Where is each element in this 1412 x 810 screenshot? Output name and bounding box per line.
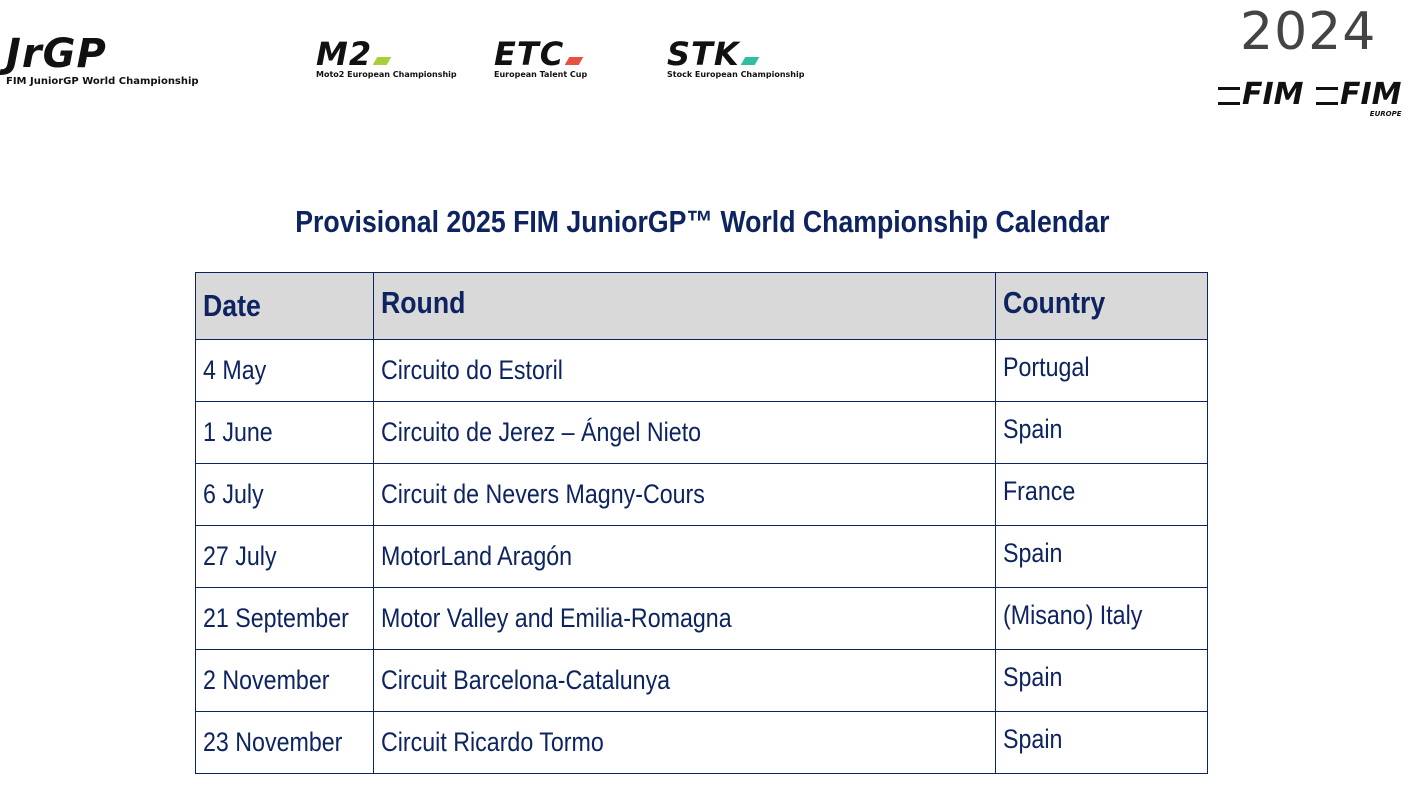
table-row: 1 June Circuito de Jerez – Ángel Nieto Spa… [195,401,1209,464]
cell-round: Circuito de Jerez – Ángel Nieto [372,401,996,464]
fim-wing-icon [1218,86,1240,105]
fim-europe-logo: FIM EUROPE [1316,80,1402,118]
date-value: 21 September [203,603,349,633]
stk-accent-slash [740,57,759,65]
round-value: Motor Valley and Emilia-Romagna [380,603,732,633]
country-value: Portugal [1002,352,1090,382]
table-row: 2 November Circuit Barcelona-Catalunya Spa… [195,649,1209,712]
fim-europe-subtitle: EUROPE [1369,110,1402,118]
country-value: (Misano) Italy [1002,600,1142,630]
round-value: MotorLand Aragón [380,541,572,571]
table-header-row: Date Round Country [195,272,1209,340]
fim-logo: FIM [1218,80,1304,110]
cell-round: Circuit de Nevers Magny-Cours [372,463,996,526]
cell-country: Spain [994,649,1209,712]
cell-country: Spain [994,711,1209,774]
stk-logo: STK Stock European Championship [667,38,804,79]
round-value: Circuit de Nevers Magny-Cours [380,479,705,509]
cell-country: Spain [994,401,1209,464]
jrgp-logo-mark: JrGP [6,31,107,77]
stk-logo-subtitle: Stock European Championship [667,70,805,79]
jrgp-logo: JrGP FIM JuniorGP World Championship [6,34,199,87]
stk-logo-text: STK [667,35,740,73]
m2-accent-slash [372,57,392,65]
round-value: Circuito de Jerez – Ángel Nieto [380,417,701,447]
cell-round: MotorLand Aragón [372,525,996,588]
etc-logo-mark: ETC [494,38,587,70]
header-date: Date [195,272,374,340]
m2-logo: M2 Moto2 European Championship [316,38,457,79]
cell-date: 1 June [195,401,374,464]
cell-date: 23 November [195,711,374,774]
date-value: 27 July [203,541,277,571]
country-value: Spain [1002,724,1063,754]
table-row: 21 September Motor Valley and Emilia-Roma… [195,587,1209,650]
cell-date: 27 July [195,525,374,588]
round-value: Circuito do Estoril [380,355,563,385]
table-row: 6 July Circuit de Nevers Magny-Cours Franc… [195,463,1209,526]
header-country: Country [994,272,1209,340]
cell-date: 4 May [195,339,374,402]
cell-country: France [994,463,1209,526]
date-value: 23 November [203,727,343,757]
cell-date: 6 July [195,463,374,526]
m2-logo-text: M2 [316,35,373,73]
etc-logo-text: ETC [494,35,565,73]
date-value: 2 November [203,665,330,695]
country-value: France [1002,476,1075,506]
calendar-table: Date Round Country 4 May Circuito do Esto… [195,272,1209,774]
cell-country: Portugal [994,339,1209,402]
fim-logo-text: FIM [1242,77,1304,112]
date-value: 6 July [203,479,264,509]
round-value: Circuit Ricardo Tormo [380,727,604,757]
cell-round: Circuit Ricardo Tormo [372,711,996,774]
country-value: Spain [1002,538,1063,568]
table-row: 23 November Circuit Ricardo Tormo Spain [195,711,1209,774]
cell-country: (Misano) Italy [994,587,1209,650]
fim-europe-logo-text: FIM [1340,77,1402,112]
header-country-label: Country [1002,285,1105,320]
date-value: 4 May [203,355,267,385]
header-round-label: Round [380,285,466,320]
cell-round: Motor Valley and Emilia-Romagna [372,587,996,650]
cell-date: 2 November [195,649,374,712]
header-round: Round [372,272,996,340]
m2-logo-mark: M2 [316,38,457,70]
year-label: 2024 [1240,2,1377,62]
page-title: Provisional 2025 FIM JuniorGP™ World Cha… [0,204,1405,240]
stk-logo-mark: STK [667,38,804,70]
table-row: 27 July MotorLand Aragón Spain [195,525,1209,588]
fim-europe-wing-icon [1316,86,1338,105]
date-value: 1 June [203,417,273,447]
header-date-label: Date [203,288,261,323]
cell-round: Circuit Barcelona-Catalunya [372,649,996,712]
page-title-text: Provisional 2025 FIM JuniorGP™ World Cha… [295,204,1110,239]
etc-logo-subtitle: European Talent Cup [494,70,588,79]
table-row: 4 May Circuito do Estoril Portugal [195,339,1209,402]
cell-round: Circuito do Estoril [372,339,996,402]
cell-date: 21 September [195,587,374,650]
etc-logo: ETC European Talent Cup [494,38,587,79]
m2-logo-subtitle: Moto2 European Championship [316,70,457,79]
country-value: Spain [1002,662,1063,692]
round-value: Circuit Barcelona-Catalunya [380,665,670,695]
cell-country: Spain [994,525,1209,588]
etc-accent-slash [564,57,584,65]
jrgp-logo-subtitle: FIM JuniorGP World Championship [6,76,199,87]
country-value: Spain [1002,414,1063,444]
